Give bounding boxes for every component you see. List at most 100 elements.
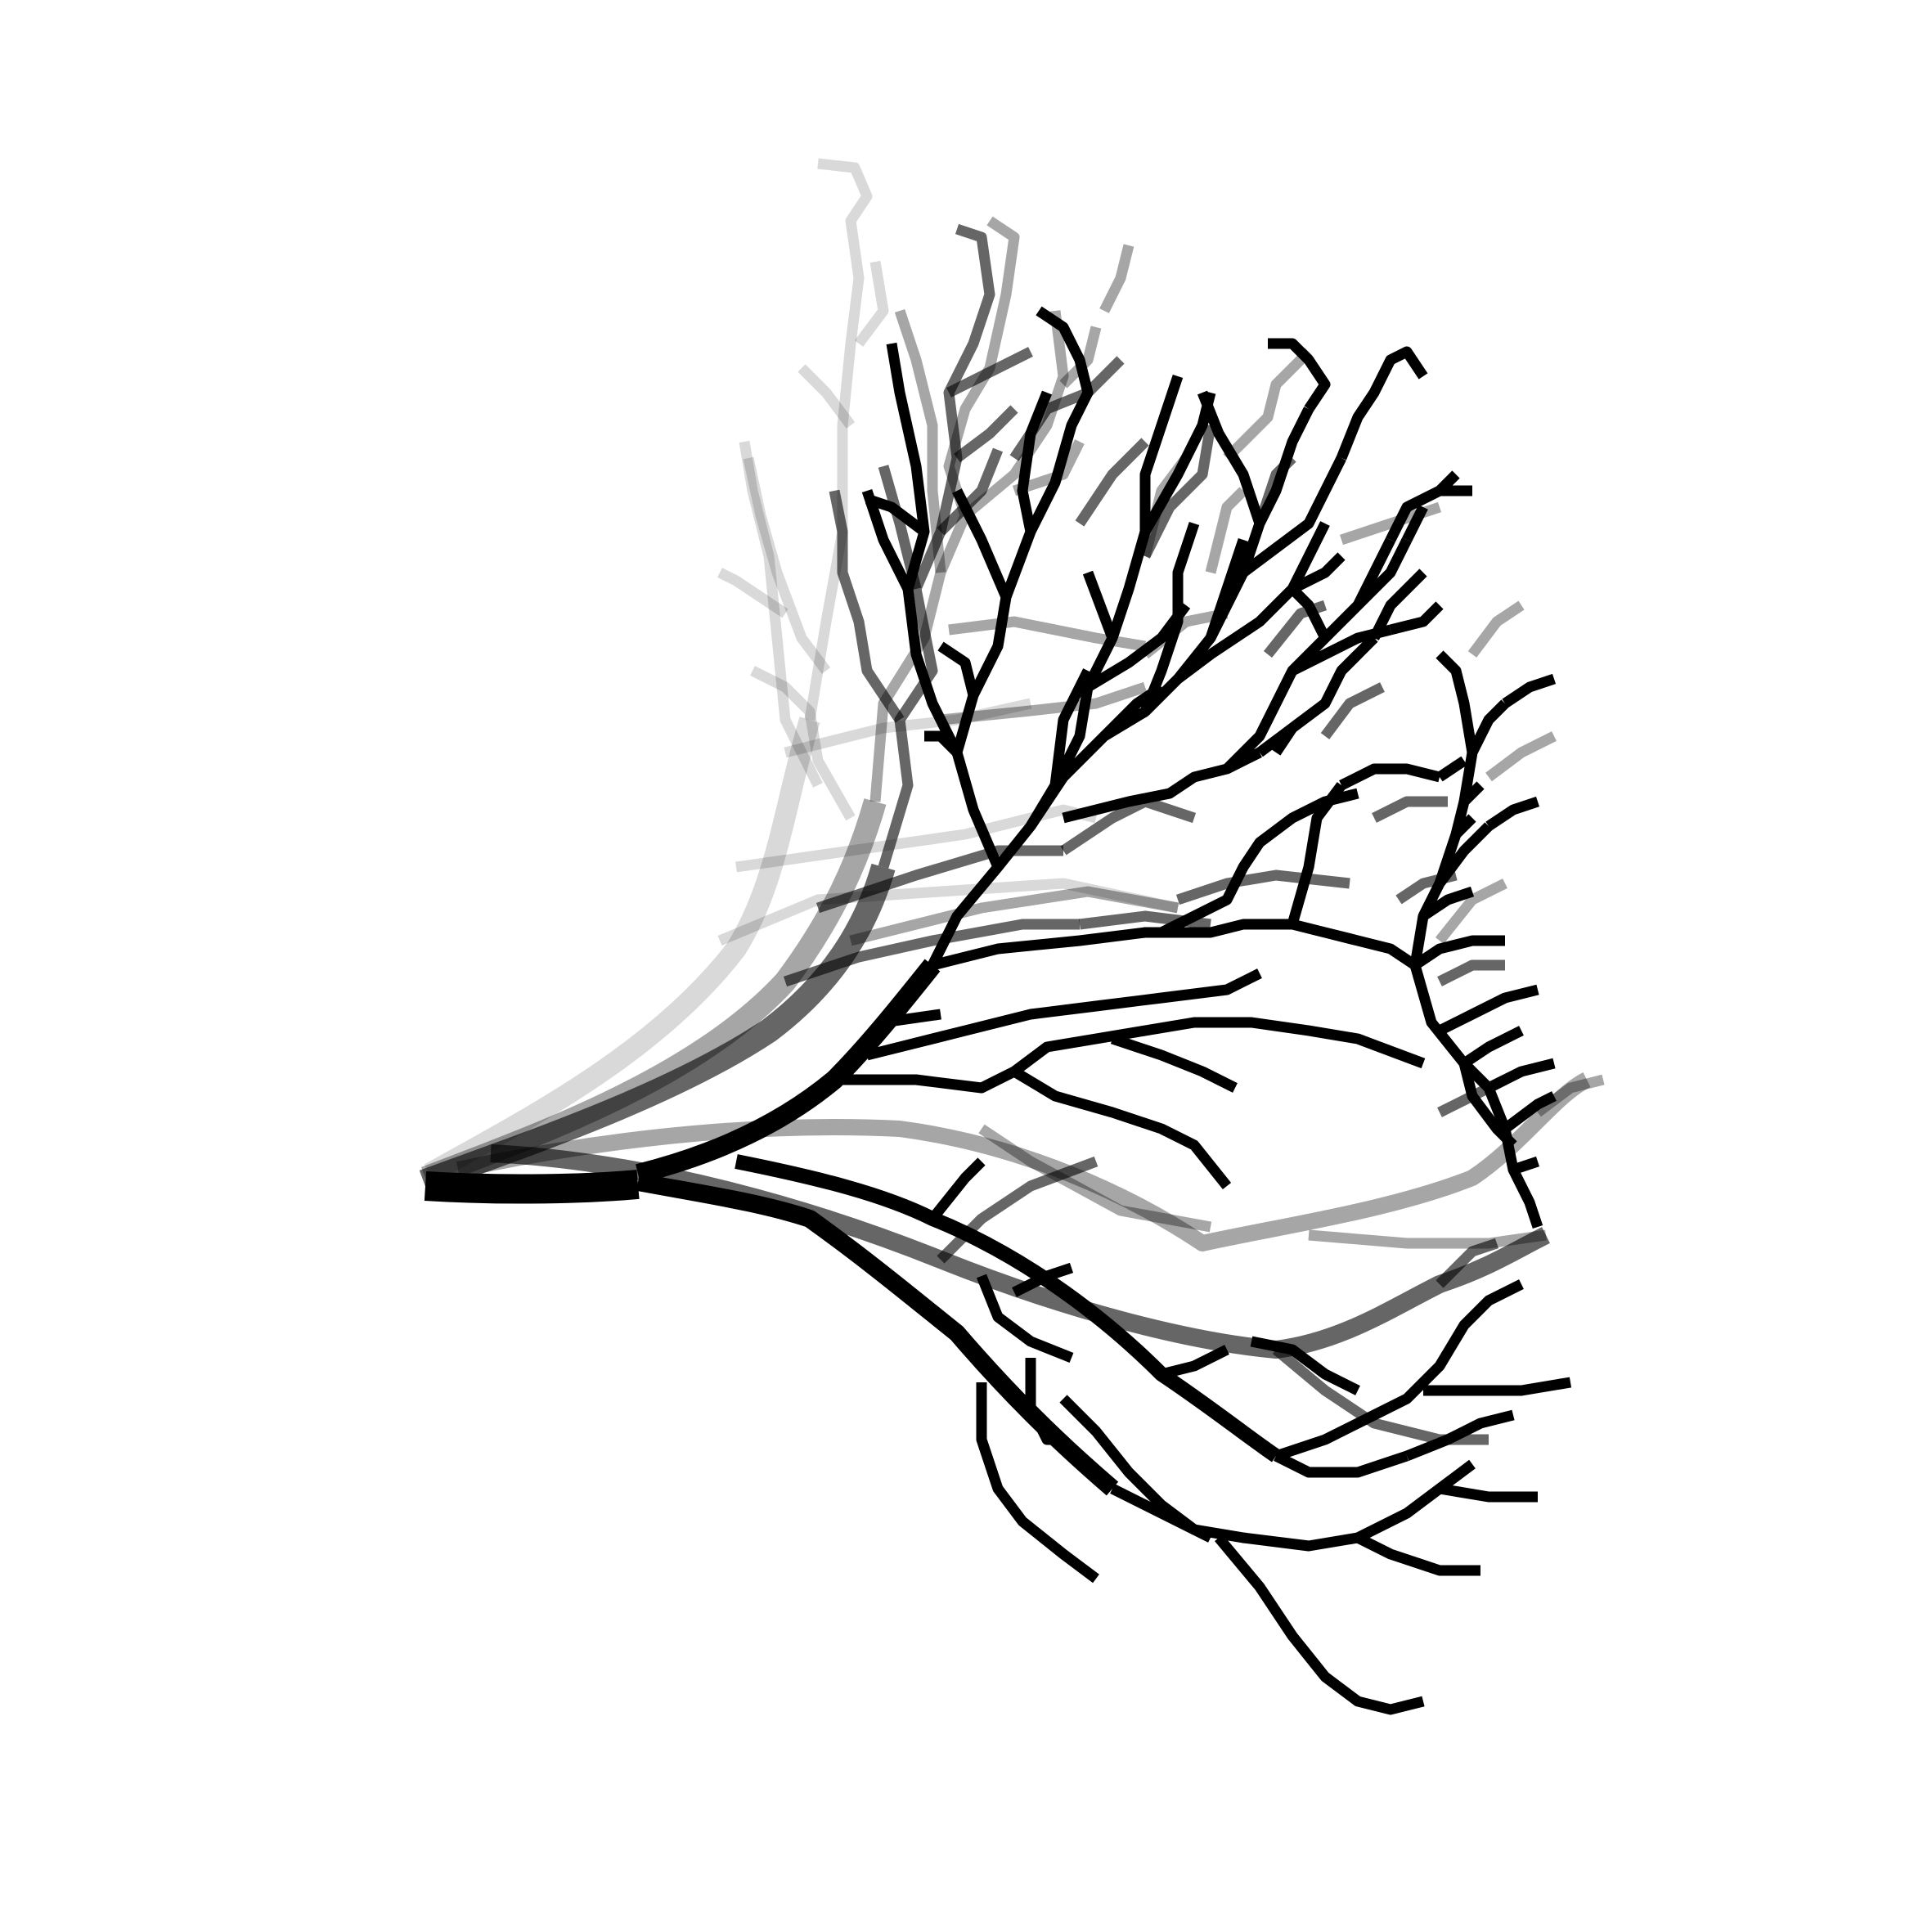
branch bbox=[1268, 338, 1331, 412]
branch bbox=[937, 641, 979, 697]
branch bbox=[1420, 886, 1475, 921]
branch bbox=[1240, 456, 1346, 577]
branch bbox=[924, 730, 961, 757]
branch bbox=[1099, 244, 1134, 313]
branch bbox=[937, 447, 1004, 536]
tree-layer-faint bbox=[424, 158, 1179, 1184]
branch bbox=[1025, 1358, 1063, 1445]
branch bbox=[878, 223, 995, 869]
branch bbox=[798, 364, 856, 429]
branch bbox=[815, 845, 1063, 914]
branch bbox=[1205, 487, 1247, 574]
branch bbox=[1017, 390, 1053, 533]
branch bbox=[1461, 1026, 1524, 1068]
branch bbox=[1159, 788, 1359, 937]
branch bbox=[1197, 390, 1265, 526]
branch bbox=[1434, 781, 1485, 886]
branch bbox=[1389, 601, 1444, 636]
branch bbox=[1288, 585, 1330, 640]
branch bbox=[1355, 1459, 1476, 1543]
branch bbox=[1250, 1336, 1360, 1395]
branch bbox=[1110, 1033, 1238, 1093]
branch bbox=[1075, 438, 1149, 527]
trunk bbox=[636, 959, 941, 1184]
branch bbox=[1085, 602, 1191, 692]
branch bbox=[1337, 650, 1362, 675]
branch bbox=[1160, 1345, 1229, 1380]
branch bbox=[1011, 1067, 1232, 1190]
branch bbox=[946, 347, 1033, 398]
branch bbox=[750, 666, 856, 821]
branch bbox=[978, 1124, 1212, 1233]
branch bbox=[1287, 782, 1346, 926]
branch bbox=[1060, 796, 1197, 856]
branch bbox=[1205, 537, 1249, 640]
branch bbox=[1336, 346, 1428, 461]
branch bbox=[1467, 600, 1525, 658]
branch bbox=[1263, 600, 1328, 658]
branch bbox=[869, 216, 1020, 802]
branch bbox=[1355, 1533, 1480, 1576]
branch bbox=[1274, 1279, 1524, 1462]
branch bbox=[1436, 1238, 1499, 1288]
branch bbox=[1339, 763, 1441, 790]
branch bbox=[1437, 984, 1539, 1036]
branch bbox=[1502, 1091, 1557, 1134]
branch bbox=[1140, 424, 1216, 559]
branch bbox=[717, 878, 1179, 946]
branch bbox=[1438, 1483, 1538, 1503]
tree-layer-light bbox=[420, 216, 1605, 1251]
branch bbox=[1274, 1450, 1409, 1478]
branch bbox=[954, 405, 1018, 463]
branch bbox=[1409, 964, 1543, 1229]
branch bbox=[865, 968, 1262, 1061]
branch bbox=[1486, 1058, 1556, 1093]
branch bbox=[1175, 869, 1350, 905]
branch bbox=[1436, 756, 1467, 782]
branch bbox=[883, 1009, 941, 1028]
branch bbox=[931, 919, 1418, 971]
branch bbox=[1139, 374, 1184, 532]
branch bbox=[961, 310, 1069, 519]
branch bbox=[783, 919, 1080, 987]
branch bbox=[940, 681, 1148, 726]
branch bbox=[1215, 1534, 1425, 1715]
branch bbox=[1485, 731, 1557, 782]
branch bbox=[1404, 1409, 1515, 1462]
branch bbox=[1502, 673, 1557, 708]
trunk bbox=[456, 1072, 1591, 1251]
branch bbox=[1100, 682, 1165, 740]
branch bbox=[1485, 796, 1540, 831]
branch bbox=[1436, 650, 1478, 754]
branch bbox=[829, 489, 905, 723]
branch bbox=[1308, 1229, 1547, 1249]
branch bbox=[1372, 796, 1448, 823]
branch bbox=[1223, 348, 1313, 462]
branch bbox=[743, 456, 831, 674]
branch bbox=[1320, 682, 1385, 739]
branch bbox=[894, 308, 946, 573]
branch bbox=[1369, 568, 1427, 640]
branch bbox=[1271, 725, 1297, 756]
branch bbox=[1353, 537, 1395, 608]
branch bbox=[976, 1274, 1074, 1364]
branch bbox=[739, 440, 823, 788]
branch bbox=[804, 158, 873, 721]
branch bbox=[1423, 1377, 1572, 1396]
branch bbox=[1436, 470, 1460, 495]
branch bbox=[1437, 959, 1505, 986]
branch bbox=[948, 616, 1147, 652]
branch bbox=[1223, 537, 1412, 773]
branch bbox=[1458, 1062, 1517, 1149]
branch bbox=[1458, 699, 1509, 803]
branch bbox=[976, 1382, 1099, 1584]
branch bbox=[886, 342, 962, 755]
branch bbox=[1049, 668, 1093, 786]
branch bbox=[1012, 439, 1085, 496]
branch bbox=[854, 260, 889, 347]
branch bbox=[1412, 935, 1505, 970]
branch bbox=[717, 568, 789, 618]
branch bbox=[928, 1157, 986, 1223]
branch bbox=[1452, 814, 1476, 838]
